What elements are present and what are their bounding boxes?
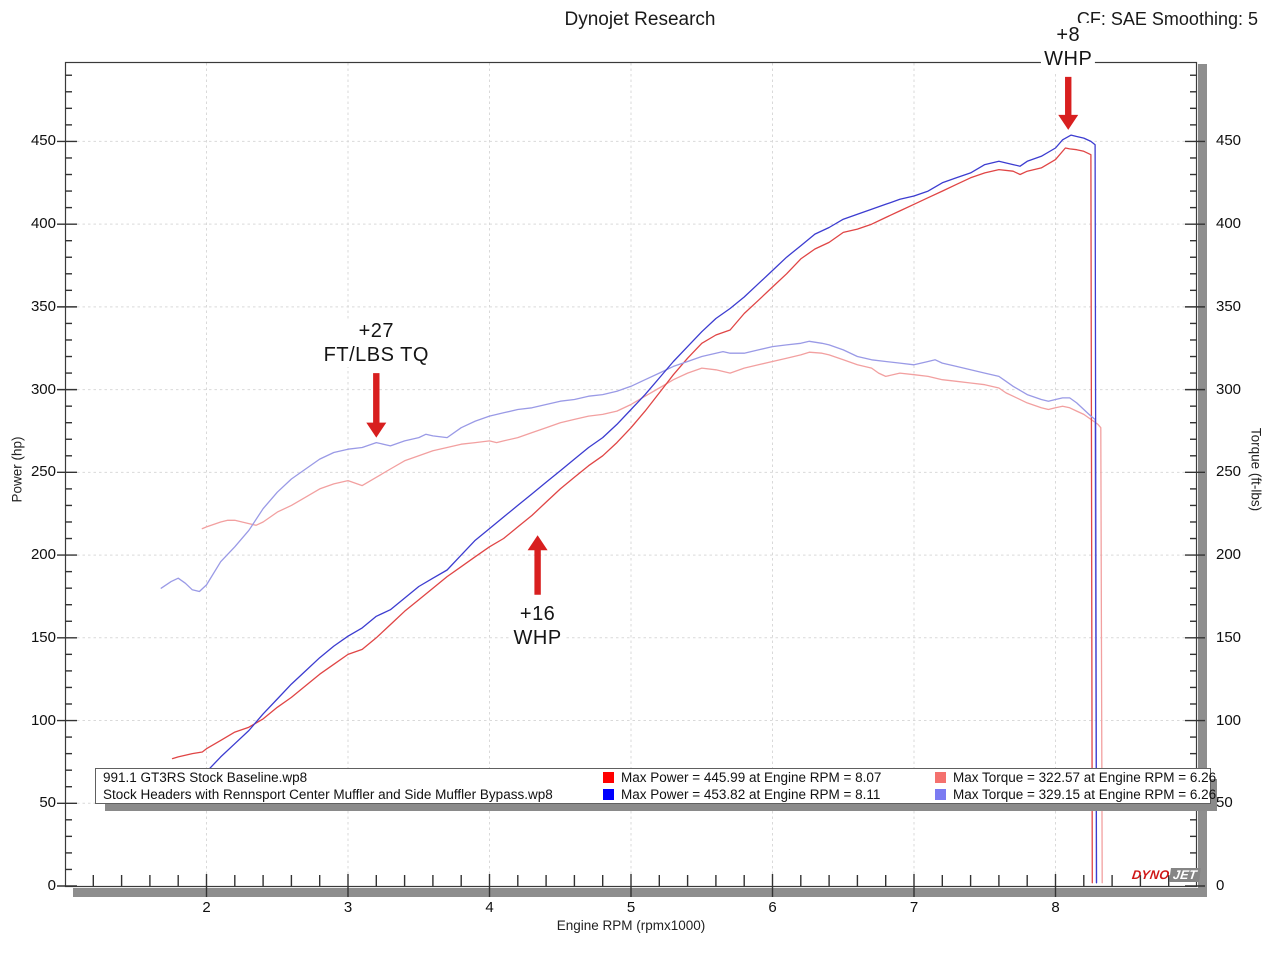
x-axis-tick-label: 7	[909, 899, 919, 916]
y-axis-tick-label: 150	[30, 628, 56, 646]
y-axis-tick-label: 300	[30, 380, 56, 398]
dynojet-logo-jet: JET	[1169, 868, 1202, 882]
chart-title: Dynojet Research	[564, 9, 716, 30]
legend-row-baseline: 991.1 GT3RS Stock Baseline.wp8 Max Power…	[96, 770, 1216, 786]
y-axis-tick-label: 50	[39, 794, 56, 812]
y-axis-tick-label: 450	[30, 132, 56, 150]
y-axis-tick-label: 400	[30, 215, 56, 233]
correction-smoothing-label: CF: SAE Smoothing: 5	[1076, 9, 1258, 29]
annotation-arrow-icon	[1058, 76, 1079, 130]
legend-box: 991.1 GT3RS Stock Baseline.wp8 Max Power…	[95, 768, 1216, 804]
x-axis-tick-label: 6	[768, 899, 777, 916]
y-axis-tick-label: 0	[47, 877, 56, 894]
legend-max-torque-group: Max Torque = 322.57 at Engine RPM = 6.26	[935, 770, 1216, 785]
torque-series-swatch-icon	[935, 772, 946, 784]
y-axis-tick-label: 100	[1216, 711, 1242, 729]
annotation-text-line: WHP	[513, 626, 562, 649]
annotation-text-line: FT/LBS TQ	[323, 344, 429, 367]
legend-max-torque: Max Torque = 329.15 at Engine RPM = 6.26	[953, 786, 1217, 802]
legend-run-name: Stock Headers with Rennsport Center Muff…	[103, 786, 553, 802]
annotation-gain-whp-mid: +16 WHP	[510, 601, 565, 650]
legend-max-torque: Max Torque = 322.57 at Engine RPM = 6.26	[953, 770, 1217, 786]
torque-series-swatch-icon	[935, 788, 946, 800]
y-axis-tick-label: 200	[30, 546, 56, 564]
annotation-gain-whp-peak: +8 WHP	[1041, 22, 1096, 71]
legend-max-power: Max Power = 445.99 at Engine RPM = 8.07	[621, 770, 882, 786]
dyno-curve	[201, 351, 1103, 884]
legend-run-name: 991.1 GT3RS Stock Baseline.wp8	[103, 770, 308, 786]
x-axis-shadow-bar	[73, 888, 1206, 897]
annotation-arrow-icon	[366, 373, 387, 438]
x-axis-tick-label: 8	[1051, 899, 1060, 916]
annotation-text-line: +8	[1056, 23, 1081, 46]
legend-max-torque-group: Max Torque = 329.15 at Engine RPM = 6.26	[935, 787, 1216, 802]
y-axis-tick-label: 300	[1216, 380, 1242, 398]
x-axis-tick-label: 3	[343, 899, 353, 916]
annotation-text-line: +16	[519, 602, 556, 625]
y-axis-tick-label: 200	[1216, 546, 1242, 564]
dyno-curve	[171, 147, 1093, 884]
legend-row-modified: Stock Headers with Rennsport Center Muff…	[96, 786, 1216, 802]
annotation-text-line: WHP	[1044, 47, 1093, 70]
y-axis-tick-label: 450	[1216, 132, 1242, 150]
y-axis-tick-label: 400	[1216, 215, 1242, 233]
power-series-swatch-icon	[603, 788, 614, 800]
dyno-curve	[198, 134, 1098, 884]
x-axis-tick-label: 5	[626, 899, 636, 916]
y-axis-tick-label: 100	[30, 711, 56, 729]
y-axis-tick-label: 350	[30, 297, 56, 315]
dynojet-logo: DYNO JET	[1131, 868, 1202, 882]
legend-max-power: Max Power = 453.82 at Engine RPM = 8.11	[621, 786, 881, 802]
y-axis-tick-label: 150	[1216, 628, 1242, 646]
annotation-arrow-icon	[527, 535, 548, 595]
y-axis-tick-label: 250	[1216, 463, 1242, 481]
legend-max-power-group: Max Power = 453.82 at Engine RPM = 8.11	[603, 787, 935, 802]
x-axis-tick-label: 4	[485, 899, 494, 916]
y-axis-tick-label: 350	[1216, 297, 1242, 315]
y-axis-tick-label: 0	[1216, 877, 1225, 894]
dyno-curve	[160, 340, 1098, 884]
y-axis-shadow-bar	[1198, 64, 1207, 897]
x-axis-tick-label: 2	[202, 899, 211, 916]
annotation-text-line: +27	[358, 320, 395, 343]
legend-max-power-group: Max Power = 445.99 at Engine RPM = 8.07	[603, 770, 935, 785]
annotation-gain-torque: +27 FT/LBS TQ	[320, 319, 432, 368]
power-series-swatch-icon	[603, 772, 614, 784]
dynojet-logo-dyno: DYNO	[1131, 868, 1171, 882]
y-axis-tick-label: 250	[30, 463, 56, 481]
x-axis-label-rpm: Engine RPM (rpmx1000)	[556, 918, 706, 933]
y-axis-tick-label: 50	[1216, 794, 1233, 812]
